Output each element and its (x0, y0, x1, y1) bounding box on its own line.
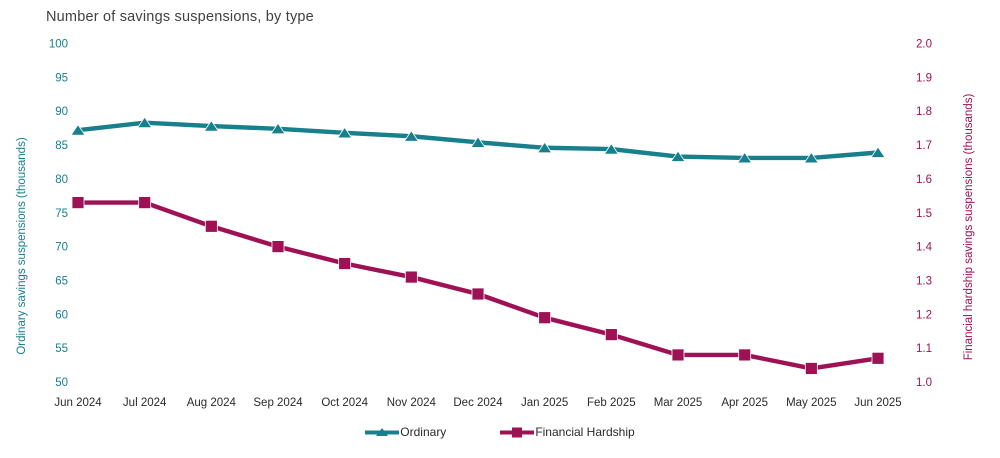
ordinary-marker-triangle (870, 146, 886, 158)
financial-hardship-marker-square (271, 240, 285, 254)
left-axis-tick: 50 (55, 377, 68, 389)
x-axis-tick: Nov 2024 (387, 397, 437, 409)
ordinary-marker-triangle (270, 122, 286, 135)
financial-hardship-marker-square (738, 348, 752, 362)
x-axis-tick: Feb 2025 (587, 397, 636, 409)
right-axis-tick: 1.9 (916, 72, 932, 84)
legend-label-ordinary: Ordinary (400, 425, 447, 439)
left-axis-tick: 60 (55, 309, 68, 321)
ordinary-marker-triangle (70, 123, 86, 136)
legend-label-financial-hardship: Financial Hardship (535, 425, 635, 439)
x-axis-tick: Apr 2025 (721, 397, 768, 409)
ordinary-marker-triangle (203, 119, 220, 132)
financial-hardship-marker-square (804, 362, 818, 375)
x-axis-tick: Dec 2024 (453, 397, 503, 409)
x-axis-tick: Aug 2024 (187, 397, 237, 409)
financial-hardship-marker-square (604, 328, 618, 342)
left-axis-tick: 80 (55, 174, 68, 186)
right-axis-tick: 1.1 (916, 343, 932, 355)
right-axis-tick: 1.2 (916, 309, 932, 321)
right-axis-tick: 1.7 (916, 140, 932, 152)
left-axis-tick: 100 (49, 39, 68, 51)
ordinary-marker-triangle (470, 136, 486, 148)
financial-hardship-marker-square (204, 219, 218, 233)
financial-hardship-marker-square (404, 270, 418, 284)
chart-legend: Ordinary Financial Hardship (0, 425, 1000, 439)
financial-hardship-marker-square (71, 196, 85, 209)
ordinary-marker-triangle (336, 126, 353, 139)
right-axis-tick: 1.4 (916, 242, 933, 254)
chart-title: Number of savings suspensions, by type (46, 9, 314, 25)
left-axis-tick: 85 (55, 140, 68, 152)
ordinary-marker-triangle (803, 151, 820, 164)
right-axis-tick: 1.6 (916, 174, 932, 186)
ordinary-line-triangle-swatch (365, 427, 400, 436)
legend-item-financial-hardship: Financial Hardship (500, 425, 635, 439)
left-axis-tick: 75 (55, 208, 68, 220)
financial-hardship-marker-square (871, 351, 885, 365)
left-axis-tick: 65 (55, 275, 68, 287)
financial-hardship-marker-square (538, 311, 552, 325)
legend-item-ordinary: Ordinary (365, 425, 446, 439)
financial-hardship-marker-square (138, 196, 152, 209)
x-axis-tick: Jun 2024 (54, 397, 102, 409)
x-axis-tick: Jul 2024 (123, 397, 167, 409)
x-axis-tick: Jan 2025 (521, 397, 568, 409)
x-axis-tick: Jun 2025 (854, 397, 901, 409)
left-axis-tick: 95 (55, 72, 68, 84)
ordinary-marker-triangle (736, 151, 753, 164)
right-axis-tick: 1.3 (916, 275, 932, 287)
ordinary-marker-triangle (536, 141, 553, 154)
x-axis-tick: Mar 2025 (654, 397, 703, 409)
ordinary-marker-triangle (136, 116, 153, 129)
right-axis-tick: 1.8 (916, 106, 932, 118)
right-axis-tick: 1.5 (916, 208, 932, 220)
x-axis-tick: May 2025 (786, 397, 837, 409)
right-axis-tick: 1.0 (916, 377, 932, 389)
x-axis-tick: Oct 2024 (321, 397, 368, 409)
ordinary-marker-triangle (603, 142, 620, 155)
left-axis-tick: 55 (55, 343, 68, 355)
financial-hardship-marker-square (471, 287, 485, 301)
financial-hardship-marker-square (671, 348, 685, 362)
x-axis-tick: Sep 2024 (253, 397, 303, 409)
right-axis-tick: 2.0 (916, 39, 932, 51)
ordinary-marker-triangle (403, 130, 420, 142)
ordinary-marker-triangle (670, 150, 686, 162)
left-axis-tick: 70 (55, 242, 68, 254)
financial-hardship-line (78, 200, 879, 371)
financial-hardship-marker-square (338, 257, 352, 270)
left-axis-tick: 90 (55, 106, 68, 118)
financial-hardship-line-square-swatch (500, 427, 535, 437)
